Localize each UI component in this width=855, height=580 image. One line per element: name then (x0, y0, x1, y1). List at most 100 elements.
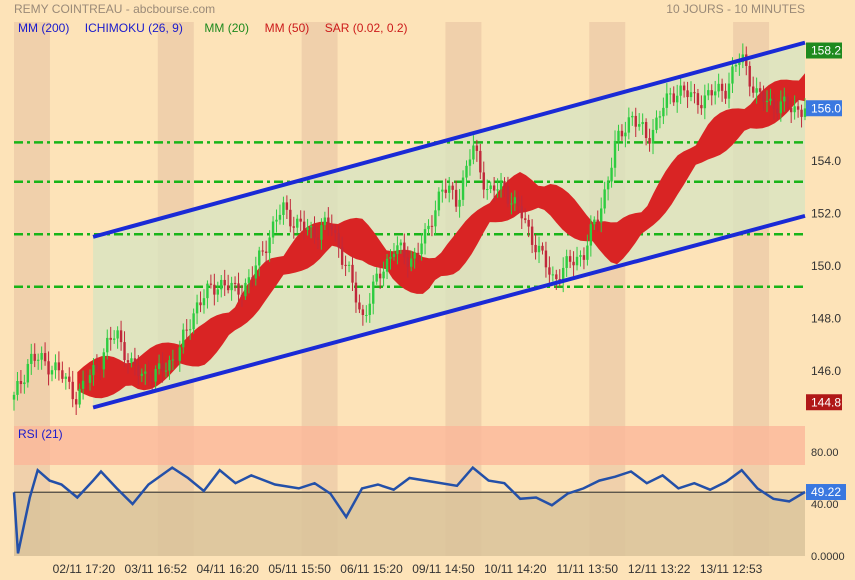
candle-body (454, 189, 458, 207)
candle-body (271, 221, 275, 238)
candle-body (185, 329, 188, 331)
candle-body (524, 218, 527, 220)
candle-body (323, 217, 327, 226)
candle-body (137, 365, 140, 376)
candle-body (693, 92, 696, 94)
candle-body (796, 106, 800, 110)
candle-body (157, 363, 161, 369)
candle-body (783, 96, 786, 102)
candle-body (316, 237, 320, 240)
candle-body (244, 282, 247, 297)
candle-body (389, 256, 392, 259)
candle-body (641, 122, 644, 125)
candle-body (320, 225, 323, 240)
candle-body (420, 243, 423, 255)
candle-body (530, 226, 534, 245)
candle-body (789, 107, 793, 113)
candle-body (372, 281, 375, 304)
candle-body (506, 186, 510, 204)
candle-body (707, 90, 710, 96)
candle-body (140, 373, 144, 376)
candle-body (724, 90, 727, 99)
candle-body (330, 224, 333, 230)
candle-body (444, 189, 447, 193)
candle-body (772, 98, 776, 109)
candle-body (334, 229, 337, 234)
candle-body (230, 282, 233, 291)
candle-body (427, 225, 430, 230)
candle-body (800, 109, 803, 117)
rsi-tick-label: 80.00 (811, 447, 839, 459)
candle-body (16, 381, 19, 395)
candle-body (423, 229, 427, 244)
candle-body (57, 362, 61, 371)
candle-body (375, 273, 378, 282)
candle-body (36, 359, 40, 361)
last-price-badge: 156.0 (811, 101, 841, 115)
candle-body (261, 250, 264, 252)
legend-entry: MM (50) (265, 21, 310, 35)
candle-body (582, 255, 586, 260)
candle-body (309, 225, 313, 228)
candle-body (178, 347, 181, 361)
candle-body (206, 283, 209, 299)
candle-body (64, 376, 68, 379)
candle-body (551, 274, 555, 276)
price-candles (12, 43, 807, 416)
candle-body (99, 368, 102, 370)
rsi-tick-label: 40.00 (811, 499, 839, 511)
chart-period: 10 JOURS - 10 MINUTES (666, 2, 805, 16)
high-price-badge: 158.2 (811, 44, 841, 58)
chart-title: REMY COINTREAU - abcbourse.com (14, 2, 215, 16)
channel-upper-line (92, 40, 806, 239)
time-tick-label: 10/11 14:20 (484, 562, 547, 576)
candle-body (634, 115, 637, 127)
candle-body (786, 96, 789, 108)
candle-body (755, 88, 758, 93)
candle-body (378, 273, 382, 279)
candle-body (68, 376, 71, 382)
price-tick-label: 146.0 (811, 364, 841, 378)
candle-body (448, 185, 451, 193)
candle-body (555, 274, 558, 280)
candle-body (600, 208, 603, 223)
rsi-line (12, 465, 806, 554)
candle-body (406, 257, 409, 267)
candle-body (85, 380, 88, 383)
candle-body (12, 394, 16, 400)
candle-body (344, 264, 347, 266)
time-axis: 02/11 17:20 03/11 16:52 04/11 16:20 05/11 1… (53, 562, 763, 576)
candle-body (161, 363, 164, 372)
candle-body (627, 117, 631, 133)
candle-body (399, 242, 403, 246)
rsi-title: RSI (21) (18, 427, 63, 441)
candle-body (226, 285, 230, 291)
candle-body (662, 107, 665, 117)
price-tick-label: 150.0 (811, 259, 841, 273)
candle-body (416, 252, 420, 255)
candle-body (150, 380, 154, 382)
candle-body (40, 353, 43, 360)
candle-body (769, 98, 772, 101)
time-tick-label: 04/11 16:20 (196, 562, 259, 576)
legend-entry: MM (200) (18, 21, 69, 35)
candle-body (793, 106, 796, 113)
session-band (14, 22, 50, 556)
rsi-axis: 80.00 40.00 0.0000 49.22 (806, 447, 846, 563)
candle-body (458, 199, 461, 207)
candle-body (710, 90, 713, 96)
candle-body (92, 365, 95, 376)
time-tick-label: 06/11 15:20 (340, 562, 403, 576)
candle-body (50, 370, 54, 375)
candle-body (717, 83, 720, 92)
candle-body (606, 181, 610, 190)
candle-body (337, 233, 340, 248)
candle-body (264, 251, 268, 254)
candle-body (106, 337, 109, 353)
candle-body (102, 352, 106, 370)
candle-body (195, 302, 199, 314)
candle-body (209, 283, 213, 285)
candle-body (738, 62, 741, 65)
candle-body (188, 329, 192, 331)
candle-body (199, 302, 202, 306)
